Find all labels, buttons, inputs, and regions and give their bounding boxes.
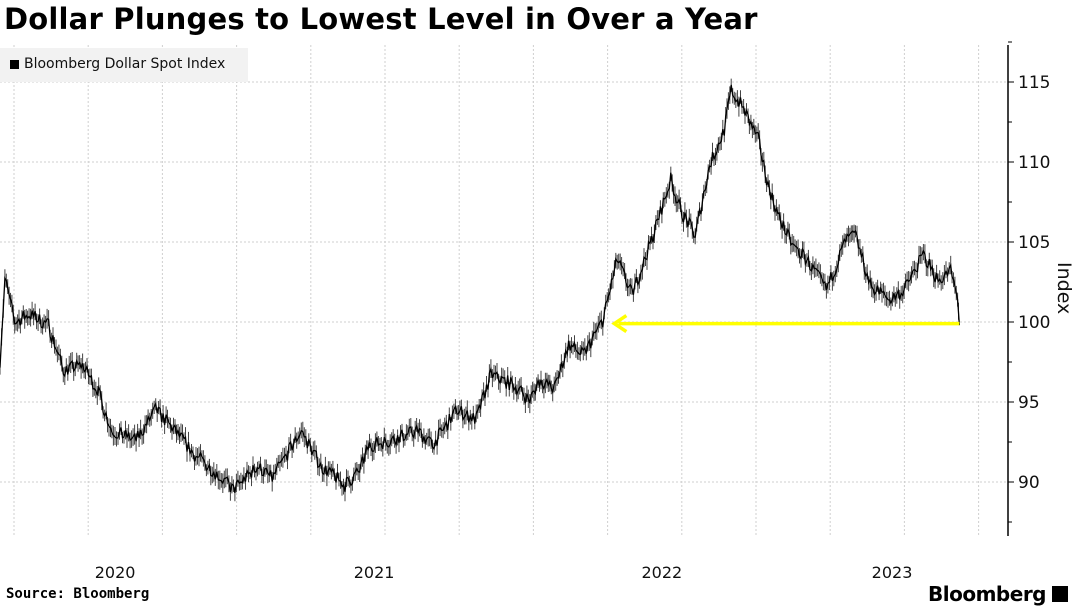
- y-tick-label: 95: [1018, 393, 1040, 413]
- y-tick-label: 110: [1018, 153, 1050, 173]
- bloomberg-logo: Bloomberg: [928, 582, 1068, 606]
- y-tick-label: 90: [1018, 473, 1040, 493]
- series-line: [0, 84, 961, 494]
- series-range-bars: [0, 78, 959, 502]
- source-note: Source: Bloomberg: [6, 586, 150, 602]
- legend: Bloomberg Dollar Spot Index: [0, 48, 248, 82]
- y-tick-label: 100: [1018, 313, 1050, 333]
- x-tick-label: 2021: [354, 563, 395, 582]
- legend-swatch: [10, 60, 19, 69]
- y-tick-label: 115: [1018, 73, 1050, 93]
- x-tick-label: 2023: [872, 563, 913, 582]
- brand-label: Bloomberg: [928, 582, 1046, 606]
- y-tick-label: 105: [1018, 233, 1050, 253]
- legend-label: Bloomberg Dollar Spot Index: [24, 56, 226, 72]
- x-tick-label: 2020: [95, 563, 136, 582]
- annotation-arrow-head: [611, 314, 628, 334]
- y-axis-label: Index: [1053, 262, 1075, 314]
- bloomberg-logo-icon: [1052, 586, 1068, 602]
- chart-title: Dollar Plunges to Lowest Level in Over a…: [4, 2, 758, 36]
- x-tick-label: 2022: [641, 563, 682, 582]
